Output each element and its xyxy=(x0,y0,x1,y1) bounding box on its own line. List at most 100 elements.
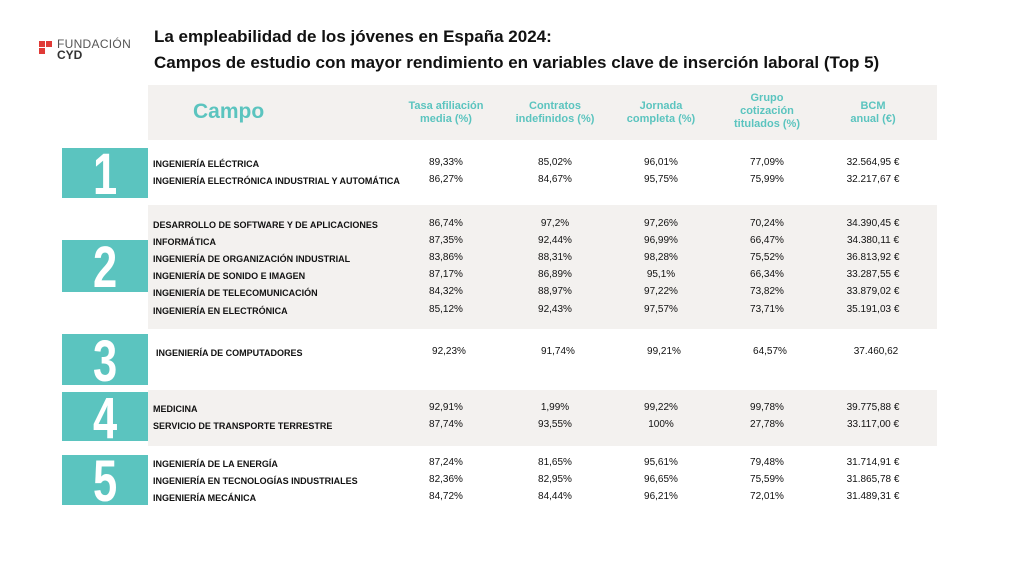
rank-badge-3: 3 xyxy=(62,334,148,385)
value-cell: 97,22% xyxy=(644,286,678,297)
fundacion-cyd-logo: FUNDACIÓN CYD xyxy=(39,38,131,61)
value-cell: 34.390,45 € xyxy=(846,218,900,229)
table-row: INGENIERÍA MECÁNICA 84,72% 84,44% 96,21% 72,… xyxy=(153,491,937,507)
field-name: INGENIERÍA DE LA ENERGÍA xyxy=(153,459,278,469)
rank-number: 4 xyxy=(92,392,118,441)
value-cell: 37.460,62 xyxy=(853,346,899,357)
field-name: INFORMÁTICA xyxy=(153,237,216,247)
field-name: INGENIERÍA DE SONIDO E IMAGEN xyxy=(153,271,306,281)
column-header: Contratos indefinidos (%) xyxy=(515,100,595,125)
table-row: INGENIERÍA ELECTRÓNICA INDUSTRIAL Y AUTO… xyxy=(153,174,937,190)
value-cell: 99,22% xyxy=(644,402,678,413)
value-cell: 33.287,55 € xyxy=(846,269,900,280)
value-cell: 86,89% xyxy=(538,269,572,280)
value-cell: 88,31% xyxy=(538,252,572,263)
value-cell: 66,34% xyxy=(750,269,784,280)
value-cell: 35.191,03 € xyxy=(846,304,900,315)
value-cell: 89,33% xyxy=(429,157,463,168)
value-cell: 99,78% xyxy=(750,402,784,413)
column-header: Tasa afiliación media (%) xyxy=(408,100,484,125)
table-header xyxy=(148,85,937,140)
value-cell: 31.489,31 € xyxy=(846,491,900,502)
value-cell: 88,97% xyxy=(538,286,572,297)
table-row: INGENIERÍA EN TECNOLOGÍAS INDUSTRIALES 82… xyxy=(153,474,937,490)
field-name: INGENIERÍA MECÁNICA xyxy=(153,493,257,503)
value-cell: 34.380,11 € xyxy=(846,235,900,246)
value-cell: 97,26% xyxy=(644,218,678,229)
value-cell: 73,82% xyxy=(750,286,784,297)
field-name: INGENIERÍA ELECTRÓNICA INDUSTRIAL Y AUTO… xyxy=(153,176,400,186)
value-cell: 87,74% xyxy=(429,419,463,430)
rank-badge-2: 2 xyxy=(62,240,148,292)
value-cell: 87,24% xyxy=(429,457,463,468)
value-cell: 83,86% xyxy=(429,252,463,263)
value-cell: 84,32% xyxy=(429,286,463,297)
value-cell: 85,02% xyxy=(538,157,572,168)
logo-line2: CYD xyxy=(57,48,83,62)
value-cell: 1,99% xyxy=(540,402,570,413)
table-row: MEDICINA 92,91% 1,99% 99,22% 99,78% 39.775,88… xyxy=(153,402,937,418)
table-row: INGENIERÍA DE SONIDO E IMAGEN 87,17% 86,89… xyxy=(153,269,937,285)
value-cell: 75,59% xyxy=(750,474,784,485)
value-cell: 98,28% xyxy=(644,252,678,263)
value-cell: 75,99% xyxy=(750,174,784,185)
field-name: INGENIERÍA EN ELECTRÓNICA xyxy=(153,306,288,316)
table-row: INGENIERÍA DE LA ENERGÍA 87,24% 81,65% 95,6… xyxy=(153,457,937,473)
value-cell: 82,36% xyxy=(429,474,463,485)
column-header: Grupo cotización titulados (%) xyxy=(734,92,800,130)
logo-squares-icon xyxy=(39,41,52,61)
value-cell: 85,12% xyxy=(429,304,463,315)
value-cell: 100% xyxy=(648,419,674,430)
value-cell: 84,44% xyxy=(538,491,572,502)
title-line1: La empleabilidad de los jóvenes en Españ… xyxy=(154,27,552,46)
value-cell: 31.865,78 € xyxy=(846,474,900,485)
value-cell: 86,74% xyxy=(429,218,463,229)
value-cell: 33.117,00 € xyxy=(846,419,900,430)
value-cell: 70,24% xyxy=(750,218,784,229)
field-name: SERVICIO DE TRANSPORTE TERRESTRE xyxy=(153,421,333,431)
value-cell: 73,71% xyxy=(750,304,784,315)
column-header: Jornada completa (%) xyxy=(626,100,696,125)
rank-number: 3 xyxy=(92,334,118,385)
field-name: INGENIERÍA ELÉCTRICA xyxy=(153,159,260,169)
value-cell: 32.217,67 € xyxy=(846,174,900,185)
field-name: INGENIERÍA EN TECNOLOGÍAS INDUSTRIALES xyxy=(153,476,358,486)
table-row: INGENIERÍA DE COMPUTADORES 92,23% 91,74% 99… xyxy=(156,346,940,362)
rank-badge-1: 1 xyxy=(62,148,148,198)
value-cell: 33.879,02 € xyxy=(846,286,900,297)
value-cell: 95,61% xyxy=(644,457,678,468)
value-cell: 32.564,95 € xyxy=(846,157,900,168)
value-cell: 79,48% xyxy=(750,457,784,468)
value-cell: 99,21% xyxy=(647,346,681,357)
value-cell: 77,09% xyxy=(750,157,784,168)
value-cell: 92,44% xyxy=(538,235,572,246)
value-cell: 93,55% xyxy=(538,419,572,430)
field-name: INGENIERÍA DE COMPUTADORES xyxy=(156,348,303,358)
table-row: INGENIERÍA DE TELECOMUNICACIÓN 84,32% 88,9… xyxy=(153,286,937,302)
value-cell: 96,99% xyxy=(644,235,678,246)
value-cell: 84,72% xyxy=(429,491,463,502)
group-band-2 xyxy=(148,205,937,329)
value-cell: 84,67% xyxy=(538,174,572,185)
value-cell: 31.714,91 € xyxy=(846,457,900,468)
value-cell: 97,2% xyxy=(540,218,570,229)
table-row: SERVICIO DE TRANSPORTE TERRESTRE 87,74% 93… xyxy=(153,419,937,435)
value-cell: 95,1% xyxy=(646,269,676,280)
value-cell: 97,57% xyxy=(644,304,678,315)
field-name: INGENIERÍA DE TELECOMUNICACIÓN xyxy=(153,288,318,298)
value-cell: 64,57% xyxy=(753,346,787,357)
group-band-4 xyxy=(148,390,937,446)
value-cell: 66,47% xyxy=(750,235,784,246)
value-cell: 81,65% xyxy=(538,457,572,468)
field-name: DESARROLLO DE SOFTWARE Y DE APLICACIONES xyxy=(153,220,378,230)
value-cell: 91,74% xyxy=(541,346,575,357)
rank-badge-5: 5 xyxy=(62,455,148,505)
value-cell: 86,27% xyxy=(429,174,463,185)
value-cell: 92,91% xyxy=(429,402,463,413)
value-cell: 87,35% xyxy=(429,235,463,246)
rank-number: 5 xyxy=(92,455,118,505)
table-row: INGENIERÍA ELÉCTRICA 89,33% 85,02% 96,01% 77… xyxy=(153,157,937,173)
rank-badge-4: 4 xyxy=(62,392,148,441)
value-cell: 92,23% xyxy=(432,346,466,357)
